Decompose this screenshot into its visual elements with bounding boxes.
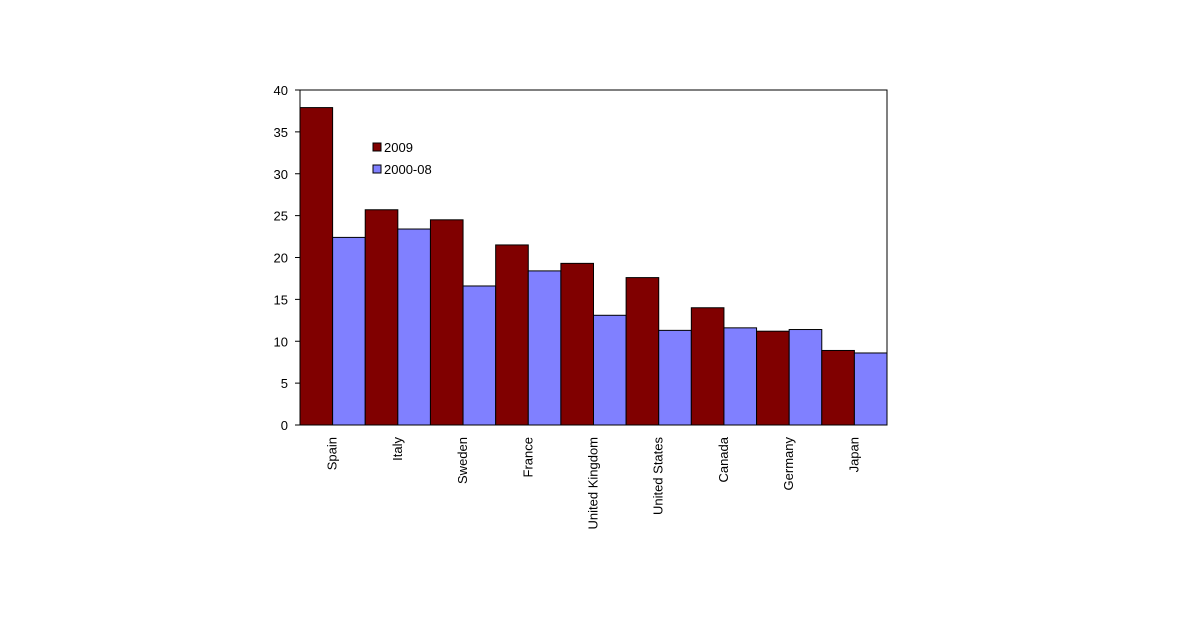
- x-tick-label: United Kingdom: [586, 437, 601, 530]
- y-tick-label: 35: [274, 125, 288, 140]
- bar-series-2: [723, 327, 758, 426]
- x-tick-label: Japan: [846, 437, 861, 472]
- x-tick-label: Germany: [781, 437, 796, 491]
- bar-series-1: [560, 262, 595, 426]
- bar-series-2: [658, 329, 692, 426]
- y-tick-label: 40: [274, 83, 288, 98]
- bar-series-1: [821, 349, 855, 426]
- bar-series-2: [397, 228, 431, 426]
- legend: 2009 2000-08: [372, 140, 432, 177]
- bar-series-1: [625, 277, 660, 426]
- bar-series-1: [364, 209, 399, 426]
- x-axis: Spain Italy Sweden France United Kingdom Unit…: [325, 436, 862, 529]
- y-tick-label: 25: [274, 209, 288, 224]
- y-tick-label: 5: [281, 376, 288, 391]
- y-tick-label: 15: [274, 292, 288, 307]
- bar-series-2: [462, 285, 497, 426]
- bar-series-2: [593, 314, 627, 426]
- bar-series-1: [495, 244, 529, 426]
- x-tick-label: Italy: [390, 437, 405, 461]
- bar-series-2: [853, 352, 888, 426]
- y-tick-label: 10: [274, 334, 288, 349]
- bar-series-1: [429, 219, 464, 426]
- x-tick-label: Spain: [325, 437, 340, 470]
- x-tick-label: Canada: [716, 436, 731, 482]
- legend-label: 2000-08: [384, 162, 432, 177]
- bar-series-2: [788, 329, 823, 426]
- x-tick-label: Sweden: [455, 437, 470, 484]
- x-tick-label: United States: [651, 437, 666, 516]
- y-axis: 0 5 10 15 20 25 30 35 40: [274, 83, 300, 433]
- legend-swatch: [372, 164, 382, 174]
- bar-series-1: [756, 330, 790, 426]
- bar-series-2: [332, 236, 366, 426]
- y-tick-label: 20: [274, 251, 288, 266]
- bar-series-1: [690, 307, 725, 426]
- plot-area-frame: [299, 89, 888, 426]
- bar-series-2: [527, 270, 562, 426]
- y-tick-label: 0: [281, 418, 288, 433]
- bar-series-1: [299, 107, 334, 426]
- legend-label: 2009: [384, 140, 413, 155]
- legend-swatch: [372, 142, 382, 152]
- bars: [299, 107, 888, 426]
- x-tick-label: France: [520, 437, 535, 477]
- y-tick-label: 30: [274, 167, 288, 182]
